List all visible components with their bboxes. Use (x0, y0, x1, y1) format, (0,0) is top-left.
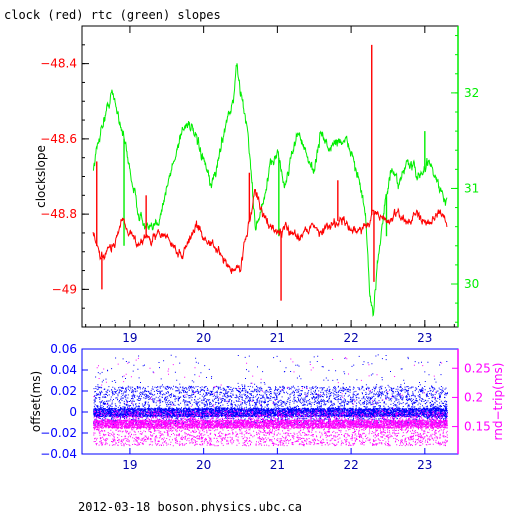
bottom-right-tick-label: 0.2 (464, 390, 483, 404)
top-right-tick-label: 30 (464, 277, 479, 291)
footer-text: 2012-03-18 boson.physics.ubc.ca (78, 500, 302, 512)
bottom-left-tick-label: −0.04 (40, 447, 77, 461)
bottom-right-axis-label: rnd−trip(ms) (491, 363, 505, 441)
top-left-tick-label: −48.8 (40, 207, 77, 221)
top-x-tick-label: 20 (196, 331, 211, 345)
bottom-left-tick-label: 0.06 (50, 342, 77, 356)
bottom-x-tick-label: 23 (417, 458, 432, 472)
bottom-x-tick-label: 19 (122, 458, 137, 472)
bottom-left-tick-label: −0.02 (40, 426, 77, 440)
rndtrip-scatter (93, 357, 448, 447)
bottom-left-axis-label: offset(ms) (29, 371, 43, 432)
bottom-left-tick-label: 0.04 (50, 363, 77, 377)
rtc-series-line (92, 63, 448, 317)
slopes-panel: −49 −48.8 −48.6 −48.4 30 31 32 19 20 21 22 23 clocks… (34, 25, 479, 345)
offset-panel: −0.04 −0.02 0 0.02 0.04 0.06 0.15 0.2 0.25 19 20 21… (29, 342, 505, 472)
bottom-x-tick-label: 21 (270, 458, 285, 472)
bottom-plot-frame (81, 348, 459, 455)
bottom-right-tick-label: 0.15 (464, 420, 491, 434)
bottom-left-tick-label: 0.02 (50, 384, 77, 398)
bottom-left-tick-label: 0 (69, 405, 77, 419)
top-left-tick-label: −49 (52, 282, 77, 296)
rndtrip-scatter-points (93, 357, 448, 447)
top-x-tick-label: 22 (343, 331, 358, 345)
offset-scatter-points (93, 354, 448, 426)
clock-series-line (92, 189, 448, 274)
top-left-tick-label: −48.6 (40, 132, 77, 146)
top-x-tick-label: 21 (270, 331, 285, 345)
top-x-tick-label: 19 (122, 331, 137, 345)
bottom-x-tick-label: 20 (196, 458, 211, 472)
chart-title: clock (red) rtc (green) slopes (4, 8, 221, 22)
top-y-axis-label: clockslope (34, 145, 48, 208)
top-right-tick-label: 31 (464, 181, 479, 195)
bottom-right-tick-label: 0.25 (464, 361, 491, 375)
offset-scatter (93, 354, 448, 426)
top-right-tick-label: 32 (464, 86, 479, 100)
bottom-x-tick-label: 22 (343, 458, 358, 472)
top-left-tick-label: −48.4 (40, 57, 77, 71)
top-x-tick-label: 23 (417, 331, 432, 345)
